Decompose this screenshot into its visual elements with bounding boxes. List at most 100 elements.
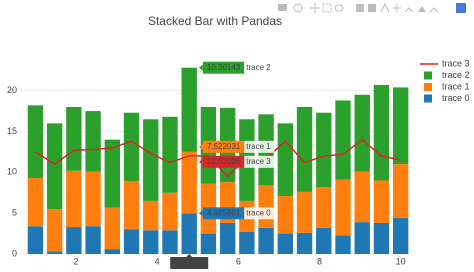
bar [143, 200, 159, 231]
bar [373, 84, 390, 181]
bar [258, 227, 274, 254]
bar [392, 87, 409, 165]
hover-arrow [198, 143, 203, 150]
y-tick-label: 10 [7, 167, 17, 177]
reset-icon[interactable] [393, 4, 401, 12]
hover-value: 10.30143 [207, 63, 241, 72]
autoscale-icon[interactable] [380, 2, 390, 13]
bar [373, 180, 390, 223]
bar [277, 123, 294, 197]
zoom-in-icon[interactable] [356, 4, 364, 12]
bar [335, 235, 351, 254]
spike-icon[interactable] [404, 7, 414, 13]
bar [258, 185, 274, 228]
compare-icon[interactable] [429, 7, 439, 13]
hover-name: trace 1 [246, 142, 271, 151]
bar [104, 249, 121, 254]
bar [162, 230, 178, 254]
bar [296, 191, 313, 233]
hover-arrow [198, 158, 203, 165]
bar [181, 213, 197, 254]
camera-icon[interactable] [278, 4, 287, 11]
bar [181, 151, 197, 214]
lasso-icon[interactable] [334, 4, 344, 12]
hover-box [202, 61, 245, 74]
bar [123, 181, 140, 230]
plotly-logo[interactable] [456, 3, 466, 13]
bar [335, 179, 351, 236]
bar [277, 233, 294, 254]
y-tick-label: 15 [7, 126, 17, 136]
hover-value: 7.522031 [207, 142, 241, 151]
modebar[interactable] [278, 2, 466, 13]
pan-icon[interactable] [310, 3, 320, 13]
legend-label: trace 0 [442, 93, 470, 103]
bar [373, 222, 390, 254]
hover-box [202, 155, 245, 168]
bar [27, 226, 44, 254]
bar [316, 187, 332, 228]
bar [27, 178, 44, 227]
legend-symbol [424, 94, 432, 103]
zoom-out-icon[interactable] [368, 4, 376, 12]
bar [354, 94, 370, 172]
bar [46, 251, 63, 254]
bar [219, 222, 236, 254]
bar [162, 192, 178, 231]
bar [181, 67, 197, 152]
chart-title: Stacked Bar with Pandas [148, 14, 282, 28]
bar [239, 231, 255, 254]
bar [66, 227, 82, 254]
x-tick-label: 10 [396, 256, 406, 266]
hover-name-box [244, 140, 275, 153]
bar [123, 229, 140, 254]
hover-arrow [198, 210, 203, 217]
hover-arrow [198, 64, 203, 71]
bar [335, 100, 351, 180]
hover-name-box [244, 207, 275, 220]
bar [316, 112, 332, 188]
bar [162, 116, 178, 193]
x-tick-label: 4 [155, 256, 160, 266]
hover-x-arrow [186, 254, 193, 257]
y-tick-label: 20 [7, 85, 17, 95]
bar [143, 230, 159, 254]
bar [123, 112, 140, 182]
x-tick-label: 2 [73, 256, 78, 266]
y-tick-label: 5 [12, 208, 17, 218]
bar [143, 119, 159, 201]
hover-icon[interactable] [418, 6, 426, 12]
legend-label: trace 2 [442, 70, 470, 80]
hover-name-box [244, 61, 275, 74]
bar [66, 107, 82, 171]
bar [85, 226, 101, 254]
bar [277, 196, 294, 234]
hover-x-label: 4.789474 [173, 258, 207, 267]
bar [392, 218, 409, 254]
hover-box [202, 207, 245, 220]
x-tick-label: 8 [317, 256, 322, 266]
bar [104, 139, 121, 208]
legend-label: trace 1 [442, 81, 470, 91]
bar [296, 232, 313, 254]
hover-name-box [244, 155, 275, 168]
legend-symbol [424, 71, 432, 80]
zoom-icon[interactable] [293, 3, 303, 13]
bar [104, 207, 121, 250]
hover-x-box [170, 257, 209, 269]
bar [354, 171, 370, 223]
bar [66, 170, 82, 228]
bar [392, 164, 409, 219]
bar [200, 233, 217, 254]
hover-box [202, 140, 245, 153]
select-icon[interactable] [322, 3, 332, 13]
hover-name: trace 0 [246, 208, 271, 217]
bar [46, 123, 63, 210]
bar [296, 107, 313, 192]
hover-name: trace 2 [246, 63, 271, 72]
legend-symbol [424, 83, 432, 91]
bar [27, 105, 44, 179]
hover-name: trace 3 [246, 157, 271, 166]
x-tick-label: 6 [236, 256, 241, 266]
